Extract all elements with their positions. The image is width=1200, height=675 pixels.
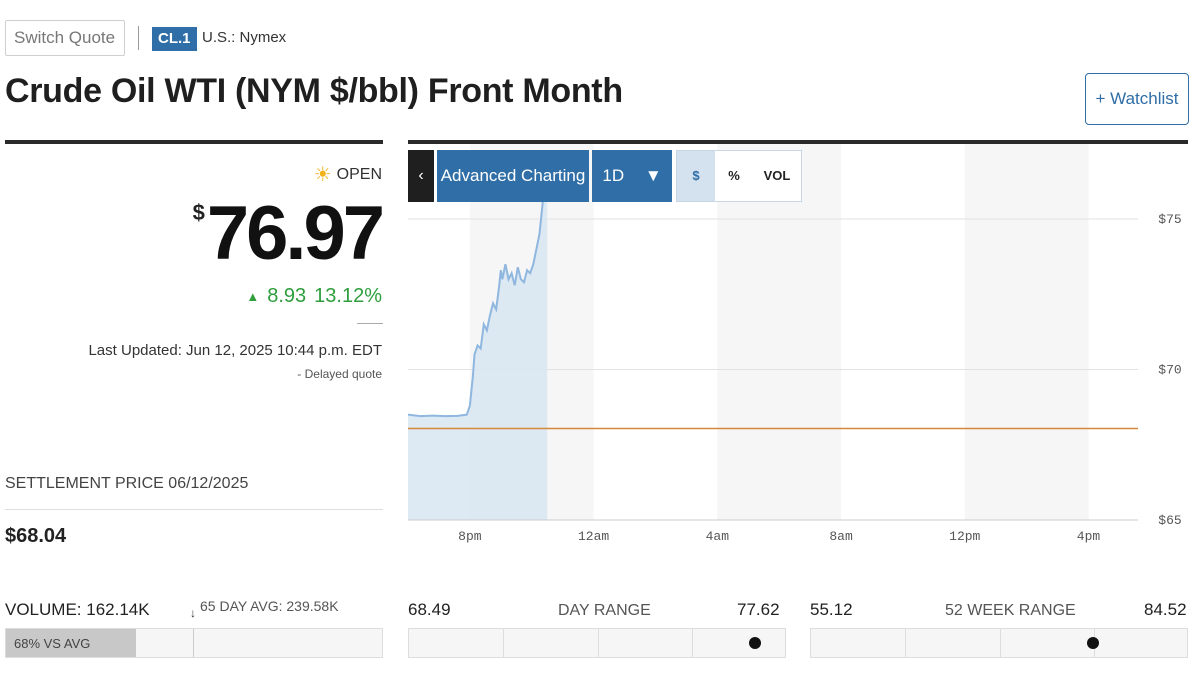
change-value: 8.93 bbox=[267, 285, 307, 307]
page-title: Crude Oil WTI (NYM $/bbl) Front Month bbox=[5, 72, 623, 110]
week52-range-bar bbox=[810, 628, 1188, 658]
time-band bbox=[717, 144, 842, 520]
ticker-badge: CL.1 bbox=[152, 27, 197, 51]
time-band bbox=[964, 144, 1089, 520]
price-chart[interactable]: $75 $70 $65 8pm 12am 4am 8am 12pm 4pm bbox=[408, 144, 1188, 554]
day-range-bar bbox=[408, 628, 786, 658]
delayed-quote-label: Delayed quote bbox=[304, 367, 382, 381]
quote-top-rule bbox=[5, 140, 383, 144]
settlement-value: $68.04 bbox=[5, 525, 67, 547]
x-tick-label: 4am bbox=[706, 529, 730, 544]
price-display: $ 76.97 bbox=[192, 191, 385, 276]
volume-fill bbox=[6, 629, 136, 657]
range-divider bbox=[598, 629, 599, 657]
day-range-marker bbox=[748, 637, 761, 649]
week52-range-high: 84.52 bbox=[1144, 600, 1187, 619]
delayed-quote-note: - Delayed quote bbox=[297, 367, 382, 381]
volume-avg-label: 65 DAY AVG: 239.58K bbox=[200, 598, 339, 614]
avg-marker-icon: ↓ bbox=[190, 606, 196, 620]
market-status-label: OPEN bbox=[336, 166, 382, 183]
price-area bbox=[408, 158, 548, 520]
week52-range-low: 55.12 bbox=[810, 600, 853, 619]
range-divider bbox=[503, 629, 504, 657]
dollar-mode-button[interactable]: $ bbox=[677, 151, 715, 201]
week52-range-label: 52 WEEK RANGE bbox=[945, 602, 1076, 619]
price-change: ▲ 8.93 13.12% bbox=[246, 285, 382, 308]
range-select[interactable]: 1D ▼ bbox=[592, 150, 672, 202]
chart-toolbar: ‹ Advanced Charting 1D ▼ $ % VOL bbox=[408, 150, 802, 202]
y-tick-label: $75 bbox=[1158, 212, 1181, 227]
volume-avg-line bbox=[193, 629, 194, 657]
chart-top-rule bbox=[408, 140, 1188, 144]
y-tick-label: $65 bbox=[1158, 513, 1181, 528]
price-currency: $ bbox=[192, 200, 205, 225]
divider bbox=[357, 323, 383, 324]
day-range-low: 68.49 bbox=[408, 600, 451, 619]
range-divider bbox=[905, 629, 906, 657]
sun-icon: ☀ bbox=[313, 164, 332, 186]
volume-label: VOLUME: 162.14K bbox=[5, 600, 150, 619]
range-select-label: 1D bbox=[602, 166, 625, 185]
caret-down-icon: ▼ bbox=[644, 166, 662, 185]
x-tick-label: 8pm bbox=[458, 529, 482, 544]
percent-mode-button[interactable]: % bbox=[728, 168, 740, 183]
volume-vs-avg-label: 68% VS AVG bbox=[14, 636, 91, 651]
day-range-high: 77.62 bbox=[737, 600, 780, 619]
watchlist-button[interactable]: + Watchlist bbox=[1085, 73, 1189, 125]
x-tick-label: 8am bbox=[829, 529, 853, 544]
change-percent: 13.12% bbox=[314, 285, 382, 307]
advanced-charting-button[interactable]: Advanced Charting bbox=[437, 150, 589, 202]
exchange-label: U.S.: Nymex bbox=[202, 29, 287, 46]
chevron-left-icon[interactable]: ‹ bbox=[408, 150, 434, 202]
day-range-label: DAY RANGE bbox=[558, 602, 651, 619]
volume-bar: 68% VS AVG bbox=[5, 628, 383, 658]
price-line bbox=[408, 158, 549, 418]
last-price: 76.97 bbox=[206, 191, 385, 276]
display-mode-toggle: $ % VOL bbox=[676, 150, 802, 202]
volume-toggle-button[interactable]: VOL bbox=[763, 168, 791, 183]
settlement-divider bbox=[5, 509, 383, 510]
x-tick-label: 4pm bbox=[1077, 529, 1101, 544]
up-arrow-icon: ▲ bbox=[246, 289, 260, 304]
week52-range-marker bbox=[1087, 637, 1099, 649]
range-divider bbox=[1000, 629, 1001, 657]
header-divider bbox=[138, 26, 139, 50]
market-status: ☀ OPEN bbox=[313, 164, 382, 186]
range-divider bbox=[692, 629, 693, 657]
delayed-dash: - bbox=[297, 367, 305, 381]
y-tick-label: $70 bbox=[1158, 363, 1181, 378]
last-updated: Last Updated: Jun 12, 2025 10:44 p.m. ED… bbox=[88, 342, 382, 359]
switch-quote-input[interactable]: Switch Quote bbox=[5, 20, 125, 56]
x-tick-label: 12pm bbox=[949, 529, 980, 544]
x-tick-label: 12am bbox=[578, 529, 609, 544]
settlement-label: SETTLEMENT PRICE 06/12/2025 bbox=[5, 475, 249, 492]
